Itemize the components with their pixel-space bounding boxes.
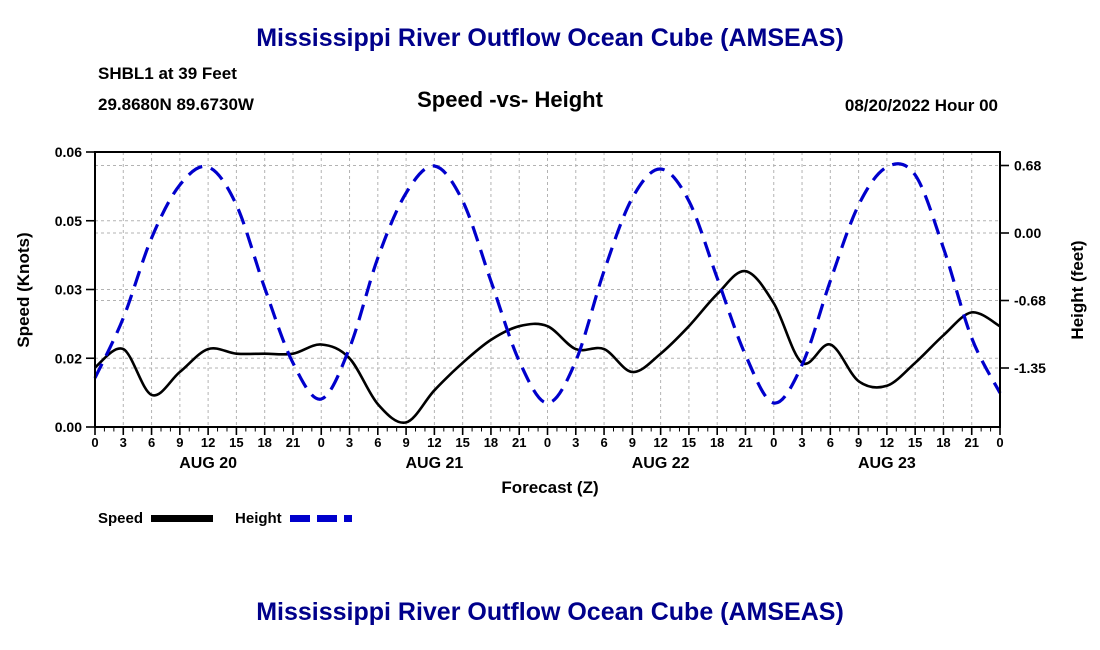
- svg-text:21: 21: [964, 435, 978, 450]
- svg-text:0.03: 0.03: [55, 282, 82, 298]
- svg-text:21: 21: [512, 435, 526, 450]
- svg-text:9: 9: [855, 435, 862, 450]
- svg-text:0: 0: [770, 435, 777, 450]
- svg-text:0: 0: [318, 435, 325, 450]
- svg-text:0.02: 0.02: [55, 350, 82, 366]
- svg-text:18: 18: [710, 435, 724, 450]
- svg-text:0: 0: [544, 435, 551, 450]
- axes: [86, 151, 1009, 435]
- legend: Speed Height: [98, 510, 374, 527]
- svg-text:-0.68: -0.68: [1014, 293, 1046, 309]
- svg-text:0.00: 0.00: [1014, 225, 1041, 241]
- station-label: SHBL1 at 39 Feet: [98, 64, 237, 83]
- svg-text:15: 15: [229, 435, 243, 450]
- chart-title: Mississippi River Outflow Ocean Cube (AM…: [256, 24, 844, 52]
- svg-text:12: 12: [201, 435, 215, 450]
- svg-text:AUG 20: AUG 20: [179, 455, 237, 472]
- svg-text:15: 15: [682, 435, 696, 450]
- svg-text:21: 21: [738, 435, 752, 450]
- svg-text:AUG 21: AUG 21: [405, 455, 463, 472]
- svg-text:0.68: 0.68: [1014, 158, 1041, 174]
- axis-tick-labels: 0 3 6 9 12 15 18 21 0 3 6 9 12 15 18 21 0 3 6 9 12 15 18 21 0 3 6 9…: [55, 144, 1046, 472]
- svg-text:18: 18: [484, 435, 498, 450]
- svg-text:9: 9: [402, 435, 409, 450]
- svg-text:AUG 22: AUG 22: [632, 455, 690, 472]
- svg-text:3: 3: [798, 435, 805, 450]
- svg-text:18: 18: [257, 435, 271, 450]
- svg-text:12: 12: [880, 435, 894, 450]
- svg-text:3: 3: [346, 435, 353, 450]
- svg-text:9: 9: [629, 435, 636, 450]
- svg-text:3: 3: [120, 435, 127, 450]
- svg-text:0: 0: [996, 435, 1003, 450]
- svg-text:0.00: 0.00: [55, 419, 82, 435]
- svg-text:0: 0: [91, 435, 98, 450]
- legend-label-speed: Speed: [98, 510, 144, 527]
- chart-subtitle: Speed -vs- Height: [417, 87, 603, 112]
- svg-text:12: 12: [653, 435, 667, 450]
- svg-text:21: 21: [286, 435, 300, 450]
- svg-text:9: 9: [176, 435, 183, 450]
- series-lines: [93, 162, 1002, 425]
- svg-text:0.06: 0.06: [55, 144, 82, 160]
- legend-swatch-speed: [151, 515, 214, 522]
- speed-line: [94, 269, 1001, 425]
- right-axis-label: Height (feet): [1068, 240, 1087, 340]
- left-axis-label: Speed (Knots): [14, 232, 33, 348]
- svg-text:6: 6: [148, 435, 155, 450]
- x-axis-label: Forecast (Z): [501, 478, 599, 497]
- svg-text:18: 18: [936, 435, 950, 450]
- svg-text:0.05: 0.05: [55, 213, 82, 229]
- grid: [95, 152, 1000, 427]
- svg-text:-1.35: -1.35: [1014, 360, 1046, 376]
- svg-text:AUG 23: AUG 23: [858, 455, 916, 472]
- legend-swatch-height: [289, 515, 352, 522]
- svg-text:6: 6: [374, 435, 381, 450]
- svg-text:12: 12: [427, 435, 441, 450]
- height-line: [93, 162, 1002, 405]
- svg-text:6: 6: [827, 435, 834, 450]
- station-coords: 29.8680N 89.6730W: [98, 95, 254, 114]
- svg-text:6: 6: [600, 435, 607, 450]
- legend-label-height: Height: [235, 510, 282, 527]
- bottom-chart-title: Mississippi River Outflow Ocean Cube (AM…: [256, 598, 844, 626]
- svg-text:15: 15: [908, 435, 922, 450]
- forecast-datetime: 08/20/2022 Hour 00: [844, 96, 998, 115]
- svg-text:3: 3: [572, 435, 579, 450]
- svg-text:15: 15: [455, 435, 469, 450]
